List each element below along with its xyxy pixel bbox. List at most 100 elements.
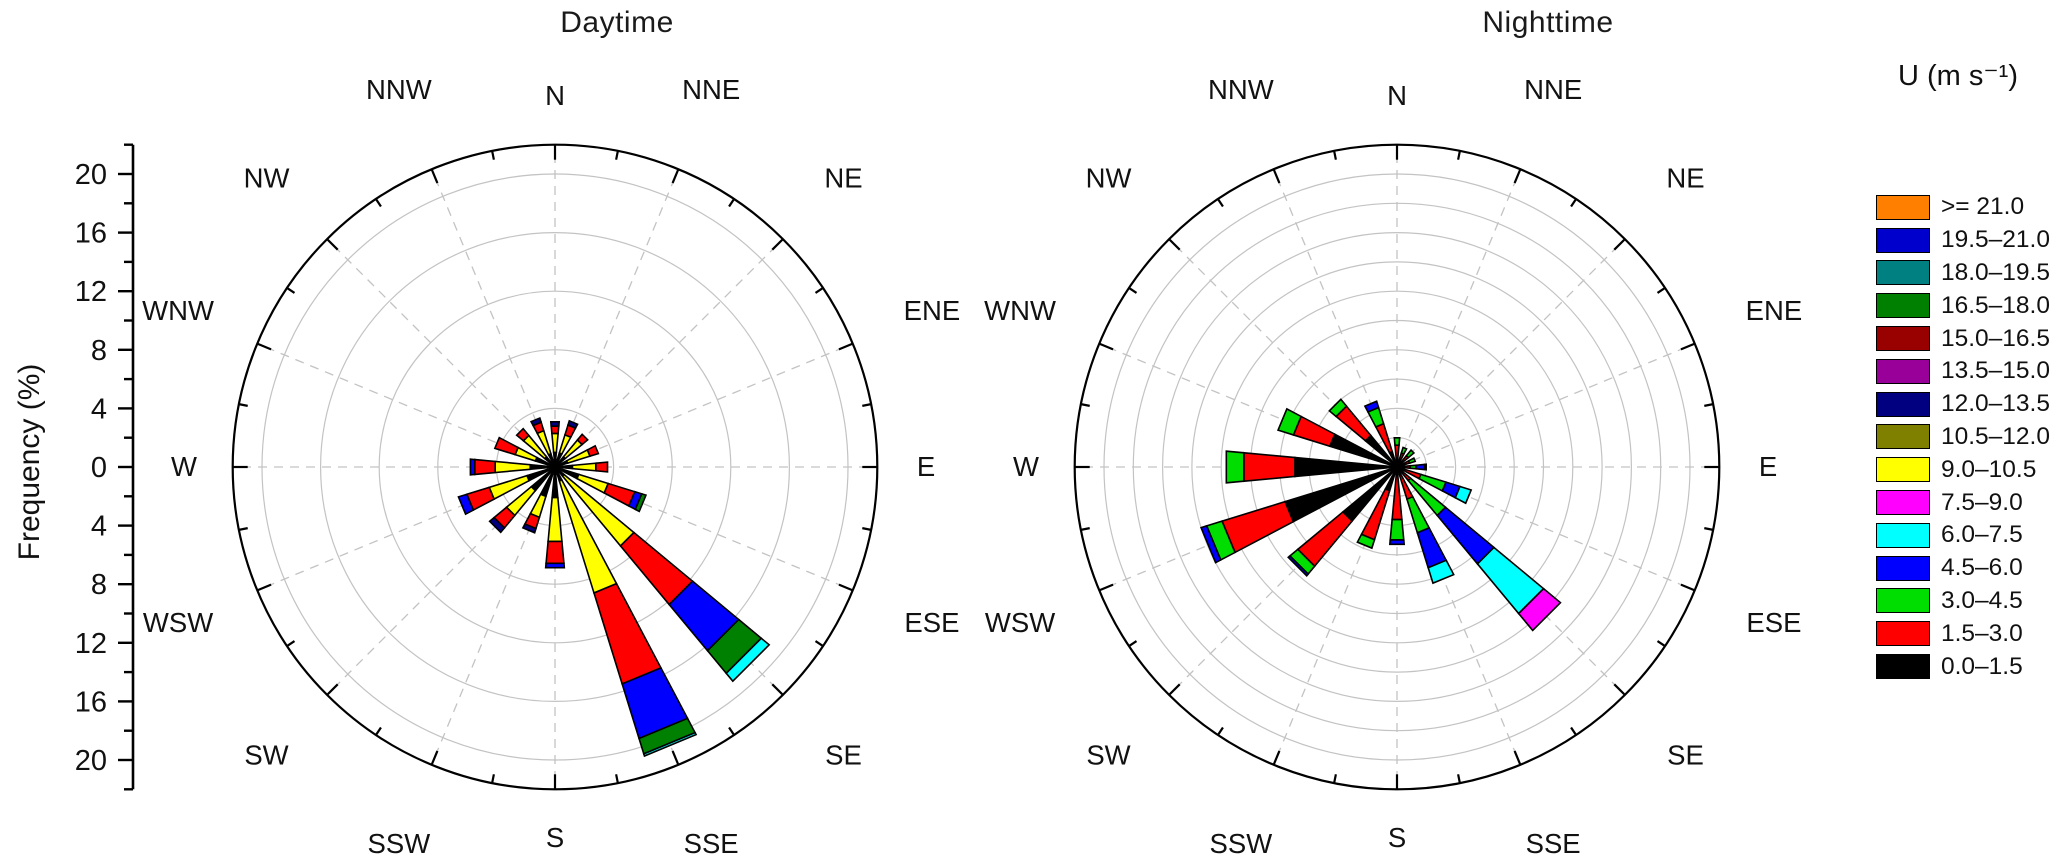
- direction-label: SSE: [1526, 828, 1581, 858]
- frequency-tick-label: 12: [75, 276, 107, 308]
- legend-bin-label: 7.5–9.0: [1941, 488, 2023, 516]
- windrose-bar-segment: [1220, 500, 1295, 554]
- direction-label: SE: [1667, 739, 1704, 770]
- ring-tick: [491, 774, 495, 784]
- windrose-bar-segment: [1243, 451, 1296, 483]
- direction-label: NW: [1086, 163, 1132, 194]
- legend-swatch: [1876, 227, 1930, 253]
- legend-swatch: [1876, 194, 1930, 220]
- ring-tick: [1217, 198, 1224, 208]
- windrose-bar-segment: [586, 444, 600, 458]
- direction-label: ENE: [1746, 295, 1803, 326]
- ring-tick: [326, 683, 339, 696]
- ring-tick: [771, 683, 784, 696]
- ring-tick: [862, 527, 872, 531]
- ring-tick: [1656, 287, 1666, 294]
- direction-label: N: [545, 80, 565, 111]
- legend-bin-label: 18.0–19.5: [1941, 258, 2050, 286]
- legend-swatch: [1876, 358, 1930, 384]
- grid-spoke: [1396, 238, 1626, 468]
- legend-rows: >= 21.0 19.5–21.0 18.0–19.5 16.5–18.0 15.0–1…: [1876, 191, 2050, 683]
- direction-label: NNE: [682, 74, 740, 105]
- ring-tick: [1098, 583, 1114, 592]
- grid-spoke: [431, 168, 556, 468]
- ring-tick: [1570, 198, 1577, 208]
- direction-label: W: [171, 451, 197, 482]
- daytime-title: Daytime: [560, 6, 674, 39]
- ring-tick: [430, 168, 439, 184]
- frequency-tick-label: 8: [91, 569, 107, 601]
- legend-bin-label: 0.0–1.5: [1941, 652, 2023, 680]
- windrose-bar-segment: [571, 462, 597, 472]
- direction-label: ENE: [904, 295, 961, 326]
- direction-label: WNW: [984, 295, 1056, 326]
- ring-tick: [1613, 238, 1626, 251]
- frequency-tick-label: 0: [91, 452, 107, 484]
- legend-swatch: [1876, 391, 1930, 417]
- wind-speed-legend: U (m s⁻¹) >= 21.0 19.5–21.0 18.0–19.5 16.5–…: [1876, 58, 2066, 680]
- windrose-bar-segment: [1393, 437, 1401, 446]
- ring-tick: [1272, 750, 1281, 766]
- ring-tick: [238, 403, 248, 407]
- direction-label: S: [546, 822, 564, 853]
- legend-swatch: [1876, 621, 1930, 647]
- legend-swatch: [1876, 654, 1930, 680]
- legend-row: 16.5–18.0: [1876, 289, 2050, 322]
- windrose-bar-segment: [521, 523, 537, 534]
- windrose-bar-segment: [550, 425, 560, 435]
- windrose-bar-segment: [1400, 446, 1408, 456]
- direction-label: WNW: [142, 295, 214, 326]
- legend-swatch: [1876, 555, 1930, 581]
- ring-tick: [286, 287, 296, 294]
- direction-label: E: [917, 451, 935, 482]
- ring-tick: [1513, 168, 1522, 184]
- windrose-bar-segment: [634, 492, 648, 513]
- grid-spoke: [554, 238, 784, 468]
- rose-center-hub: [550, 462, 560, 472]
- windrose-bar-segment: [473, 458, 496, 476]
- windrose-bar-segment: [1394, 444, 1400, 460]
- frequency-tick-label: 12: [75, 628, 107, 660]
- grid-spoke: [554, 343, 854, 468]
- direction-label: SW: [1086, 739, 1130, 770]
- legend-bin-label: 3.0–4.5: [1941, 586, 2023, 614]
- grid-circle: [437, 349, 673, 585]
- grid-circle: [1132, 202, 1662, 732]
- direction-label: N: [1387, 80, 1407, 111]
- windrose-bar-segment: [549, 420, 561, 427]
- frequency-tick-label: 16: [75, 218, 107, 250]
- legend-title: U (m s⁻¹): [1898, 60, 2018, 92]
- legend-row: 19.5–21.0: [1876, 224, 2050, 257]
- grid-circle: [1191, 261, 1603, 673]
- legend-bin-label: 13.5–15.0: [1941, 357, 2050, 385]
- legend-row: 9.0–10.5: [1876, 453, 2050, 486]
- direction-label: NNW: [1208, 74, 1274, 105]
- legend-bin-label: 6.0–7.5: [1941, 521, 2023, 549]
- ring-tick: [1680, 342, 1696, 351]
- windrose-bar-segment: [642, 731, 698, 758]
- windrose-bar-segment: [1287, 554, 1310, 577]
- windrose-bar-segment: [1328, 398, 1348, 418]
- windrose-bar-segment: [725, 637, 771, 683]
- grid-spoke: [326, 238, 556, 468]
- ring-tick: [256, 583, 272, 592]
- direction-label: NE: [1666, 163, 1704, 194]
- windrose-bar-segment: [1199, 524, 1222, 564]
- direction-label: NNE: [1524, 74, 1582, 105]
- ring-tick: [1656, 640, 1666, 647]
- frequency-tick-label: 4: [91, 393, 107, 425]
- ring-tick: [430, 750, 439, 766]
- legend-bin-label: 15.0–16.5: [1941, 324, 2050, 352]
- legend-row: 6.0–7.5: [1876, 519, 2050, 552]
- direction-label: W: [1013, 451, 1039, 482]
- ring-tick: [238, 527, 248, 531]
- windrose-bar-segment: [545, 540, 565, 565]
- ring-tick: [1080, 403, 1090, 407]
- legend-bin-label: >= 21.0: [1941, 193, 2025, 221]
- ring-tick: [728, 726, 735, 736]
- ring-tick: [375, 198, 382, 208]
- windrose-bar-segment: [1415, 463, 1426, 471]
- grid-circle: [1103, 173, 1691, 761]
- windrose-bar-segment: [593, 582, 663, 685]
- legend-row: 18.0–19.5: [1876, 257, 2050, 290]
